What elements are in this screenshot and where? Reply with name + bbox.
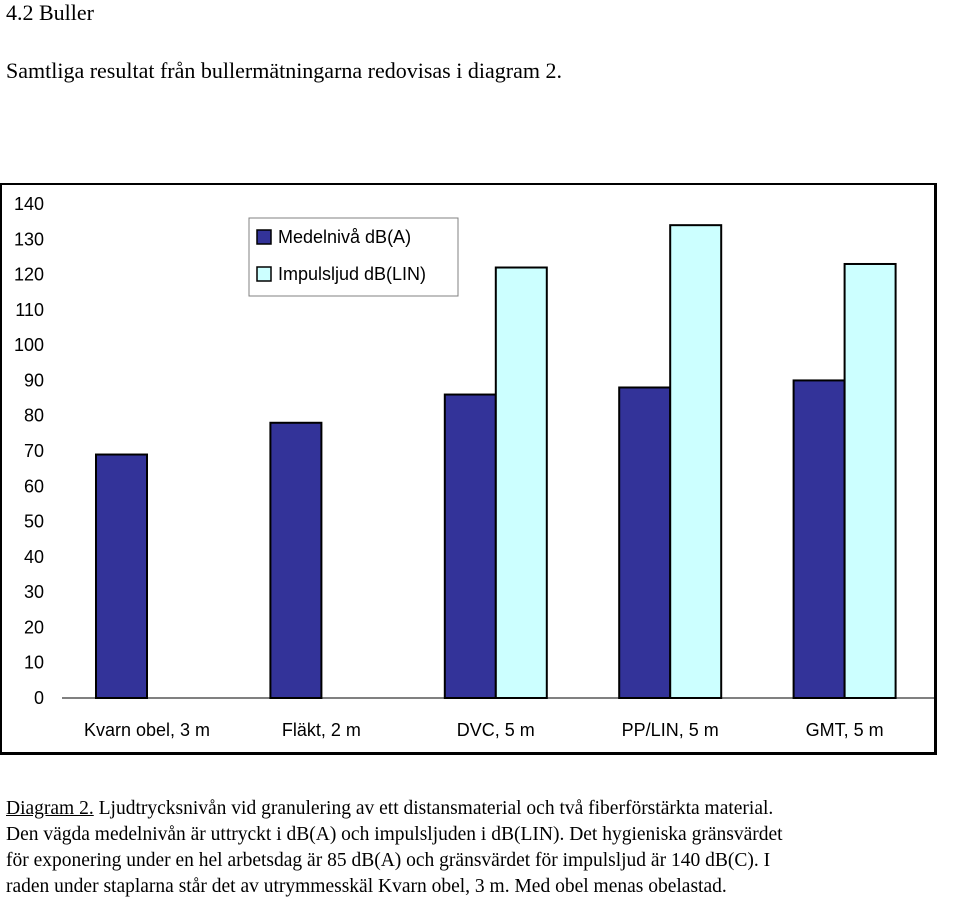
bar-medelniva (792, 379, 846, 700)
caption-line-1: Diagram 2. Ljudtrycksnivån vid granuleri… (6, 796, 958, 822)
y-axis-ticks: 0 10 20 30 40 50 60 70 80 90 100 110 120 130 140 (14, 194, 44, 708)
legend-swatch (256, 266, 272, 282)
caption-diagram-ref: Diagram 2. (6, 798, 94, 819)
legend-label: Medelnivå dB(A) (278, 227, 411, 247)
y-tick-label: 90 (24, 370, 44, 390)
intro-paragraph: Samtliga resultat från bullermätningarna… (6, 58, 562, 83)
y-tick-label: 20 (24, 617, 44, 637)
chart-legend: Medelnivå dB(A) Impulsljud dB(LIN) (248, 217, 459, 297)
y-tick-label: 40 (24, 547, 44, 567)
y-tick-label: 60 (24, 476, 44, 496)
legend-label: Impulsljud dB(LIN) (278, 264, 426, 284)
y-tick-label: 120 (14, 265, 44, 285)
x-category-label: Fläkt, 2 m (282, 720, 361, 740)
x-category-label: GMT, 5 m (806, 720, 884, 740)
caption-line-4: raden under staplarna står det av utrymm… (6, 876, 727, 897)
bar-impulsljud (843, 262, 897, 699)
y-tick-label: 70 (24, 441, 44, 461)
bar-medelniva (443, 393, 497, 700)
section-title: Buller (39, 0, 94, 25)
x-category-label: DVC, 5 m (457, 720, 535, 740)
y-tick-label: 30 (24, 582, 44, 602)
legend-swatch (256, 229, 272, 245)
noise-chart: 0 10 20 30 40 50 60 70 80 90 100 110 120 130 140 Kvarn… (0, 183, 937, 755)
section-heading: 4.2 Buller (6, 0, 94, 26)
y-tick-label: 100 (14, 335, 44, 355)
figure-caption: Diagram 2. Ljudtrycksnivån vid granuleri… (6, 796, 958, 900)
bar-impulsljud (494, 266, 548, 699)
bar-medelniva (618, 386, 672, 699)
y-tick-label: 140 (14, 194, 44, 214)
y-tick-label: 130 (14, 229, 44, 249)
x-category-label: Kvarn obel, 3 m (84, 720, 210, 740)
caption-line-2: Den vägda medelnivån är uttryckt i dB(A)… (6, 824, 783, 845)
caption-line-1-text: Ljudtrycksnivån vid granulering av ett d… (93, 798, 774, 819)
y-tick-label: 110 (15, 300, 44, 320)
y-tick-label: 10 (24, 653, 44, 673)
x-category-label: PP/LIN, 5 m (622, 720, 719, 740)
y-tick-label: 80 (24, 406, 44, 426)
bar-impulsljud (669, 224, 723, 700)
x-axis-labels: Kvarn obel, 3 m Fläkt, 2 m DVC, 5 m PP/LIN,… (84, 720, 884, 740)
y-tick-label: 0 (34, 688, 44, 708)
bar-group (95, 224, 897, 700)
bar-medelniva (269, 421, 323, 699)
bar-medelniva (95, 453, 148, 699)
caption-line-3: för exponering under en hel arbetsdag är… (6, 850, 771, 871)
legend-box (248, 217, 459, 297)
y-tick-label: 50 (24, 512, 44, 532)
noise-chart-svg: 0 10 20 30 40 50 60 70 80 90 100 110 120 130 140 Kvarn… (14, 194, 934, 740)
section-number: 4.2 (6, 0, 34, 25)
